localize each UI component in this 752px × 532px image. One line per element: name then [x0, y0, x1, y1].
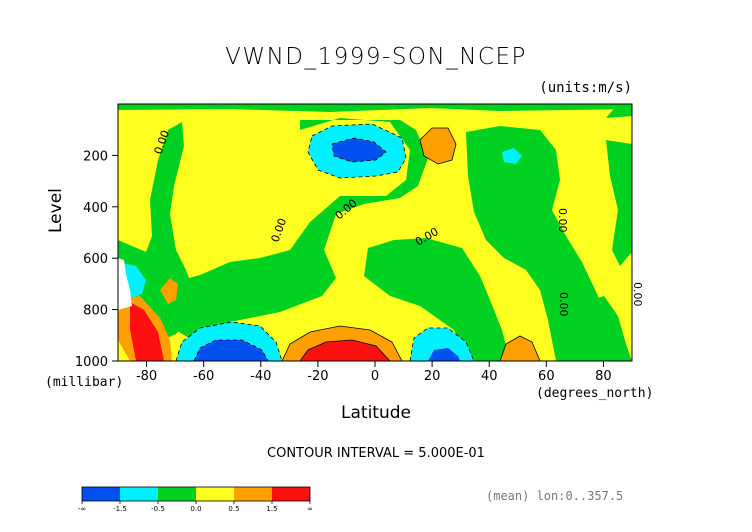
region-cyan-right: [502, 148, 522, 164]
x-tick-label: 20: [424, 369, 441, 384]
y-tick-label: 400: [83, 201, 108, 216]
colorbar-label: -0.5: [151, 505, 165, 513]
region-blue-lowmid: [428, 348, 460, 361]
x-tick-label: -80: [136, 369, 157, 384]
colorbar-label: -1.5: [113, 505, 127, 513]
colorbar-label: 0.5: [228, 505, 239, 513]
contour-label: 0.00: [557, 292, 570, 317]
region-green-right: [466, 126, 622, 361]
region-green-farright: [606, 140, 632, 266]
colorbar-label: 1.5: [266, 505, 277, 513]
y-axis-label: Level: [46, 188, 66, 233]
axes: -80 -60 -40 -20 0 20 40 60 80 200 400 600 800 1000: [75, 149, 612, 384]
contour-fill-layer: [118, 104, 632, 361]
colorbar-swatch: [82, 487, 120, 501]
region-red-lowcenter: [300, 340, 390, 361]
contour-label: 0.00: [556, 208, 569, 233]
region-green-mid: [364, 238, 510, 361]
x-tick-label: 0: [371, 369, 379, 384]
y-axis-unit: (millibar): [45, 375, 124, 390]
region-green-top: [118, 104, 632, 112]
y-tick-label: 1000: [75, 355, 108, 370]
colorbar-label: ∞: [307, 505, 313, 513]
colorbar-swatch: [196, 487, 234, 501]
contour-lines: [175, 123, 541, 361]
missing-data-area: [118, 258, 132, 310]
units-label: (units:m/s): [539, 80, 632, 96]
region-orange-lowright: [500, 336, 540, 361]
contour-interval: CONTOUR INTERVAL = 5.000E-01: [267, 446, 485, 461]
region-red-left: [130, 302, 164, 361]
region-green-center: [172, 118, 428, 340]
x-tick-label: -20: [307, 369, 328, 384]
colorbar-label: -∞: [78, 505, 86, 513]
colorbar-swatch: [158, 487, 196, 501]
y-tick-label: 200: [83, 149, 108, 164]
x-axis-label: Latitude: [341, 403, 411, 423]
colorbar-swatch: [120, 487, 158, 501]
y-tick-label: 800: [83, 304, 108, 319]
x-tick-label: -60: [193, 369, 214, 384]
region-orange-left: [160, 278, 178, 304]
x-tick-label: 40: [481, 369, 498, 384]
colorbar-label: 0.0: [190, 505, 201, 513]
contour-label: 0.00: [631, 282, 644, 307]
colorbar-swatch: [234, 487, 272, 501]
mean-note: (mean) lon:0..357.5: [486, 489, 624, 503]
x-tick-label: 60: [538, 369, 555, 384]
region-green-bottom-right: [580, 296, 632, 361]
region-blue-lowleft: [194, 340, 268, 361]
region-green-topright: [606, 104, 632, 118]
region-orange-upper: [420, 128, 456, 164]
x-axis-unit: (degrees_north): [536, 386, 654, 401]
y-tick-label: 600: [83, 252, 108, 267]
colorbar-swatch: [272, 487, 310, 501]
x-tick-label: 80: [595, 369, 612, 384]
chart-title: VWND_1999-SON_NCEP: [225, 44, 527, 70]
x-tick-label: -40: [250, 369, 271, 384]
colorbar: -∞ -1.5 -0.5 0.0 0.5 1.5 ∞: [78, 486, 313, 513]
region-blue-upper: [332, 138, 386, 162]
